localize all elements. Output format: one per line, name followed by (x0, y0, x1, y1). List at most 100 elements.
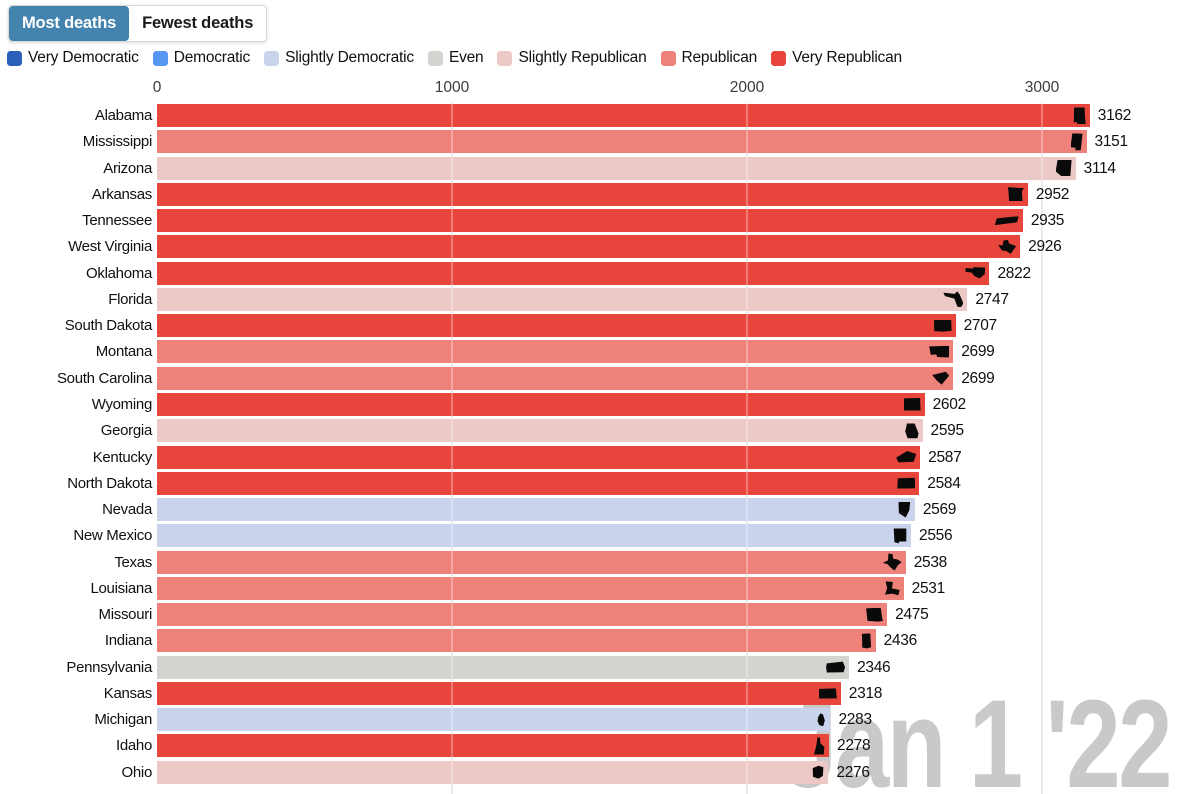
bar-georgia[interactable] (157, 419, 923, 443)
state-label: Oklahoma (86, 264, 152, 282)
bar-west-virginia[interactable] (157, 235, 1021, 259)
bar-arizona[interactable] (157, 156, 1076, 180)
south-dakota-silhouette-icon (933, 319, 952, 332)
bar-louisiana[interactable] (157, 576, 904, 600)
legend-color-swatch (427, 50, 443, 66)
x-axis-tick-0: 0 (152, 79, 162, 96)
state-label: Florida (108, 290, 152, 308)
bar-south-carolina[interactable] (157, 366, 954, 390)
bar-wyoming[interactable] (157, 392, 925, 416)
tab-fewest-deaths[interactable]: Fewest deaths (129, 6, 267, 41)
state-label: Missouri (98, 606, 153, 624)
value-label: 2278 (837, 737, 871, 755)
south-carolina-silhouette-icon (932, 371, 950, 385)
value-label: 2602 (932, 395, 967, 413)
chart-row-louisiana: Louisiana 2531 (0, 576, 1200, 600)
state-label: Kansas (103, 684, 153, 702)
bar-kansas[interactable] (157, 681, 841, 705)
chart-row-nevada: Nevada 2569 (0, 498, 1200, 522)
value-label: 2747 (975, 290, 1009, 308)
value-label: 2584 (927, 474, 961, 492)
gridline-overlay-1000 (451, 103, 453, 794)
x-axis-tick-3000: 3000 (1024, 79, 1060, 96)
legend-color-swatch (660, 50, 676, 66)
bar-indiana[interactable] (157, 629, 876, 653)
value-label: 2935 (1030, 212, 1065, 230)
indiana-silhouette-icon (861, 633, 872, 649)
bar-missouri[interactable] (157, 603, 888, 627)
bar-mississippi[interactable] (157, 130, 1087, 154)
date-watermark: Jan 1 '22 (783, 675, 1172, 794)
north-dakota-silhouette-icon (897, 477, 916, 489)
bar-texas[interactable] (157, 550, 906, 574)
state-label: Michigan (94, 711, 152, 729)
bar-south-dakota[interactable] (157, 314, 956, 338)
pennsylvania-silhouette-icon (826, 661, 846, 673)
value-label: 2283 (838, 711, 872, 729)
value-label: 2531 (911, 579, 946, 597)
kentucky-silhouette-icon (896, 451, 917, 463)
value-label: 2538 (913, 553, 948, 571)
legend-item-very-republican[interactable]: Very Republican (771, 49, 902, 67)
new-mexico-silhouette-icon (893, 528, 907, 544)
legend-color-swatch (264, 50, 280, 66)
value-label: 2569 (922, 501, 957, 519)
chart-row-texas: Texas 2538 (0, 550, 1200, 574)
legend-item-democratic[interactable]: Democratic (152, 49, 250, 67)
chart-row-south-dakota: South Dakota 2707 (0, 314, 1200, 338)
state-label: Montana (95, 343, 153, 361)
bar-nevada[interactable] (157, 498, 915, 522)
montana-silhouette-icon (929, 345, 950, 358)
value-label: 3151 (1094, 133, 1129, 151)
value-label: 2699 (961, 343, 995, 361)
bar-ohio[interactable] (157, 760, 829, 784)
state-label: Kentucky (92, 448, 153, 466)
value-label: 2952 (1035, 185, 1070, 203)
chart-row-wyoming: Wyoming 2602 (0, 392, 1200, 416)
bar-michigan[interactable] (157, 708, 831, 732)
bar-north-dakota[interactable] (157, 471, 920, 495)
bar-montana[interactable] (157, 340, 954, 364)
chart-row-arkansas: Arkansas 2952 (0, 182, 1200, 206)
legend-item-label: Slightly Democratic (285, 49, 414, 66)
bar-oklahoma[interactable] (157, 261, 990, 285)
value-label: 2587 (928, 448, 962, 466)
chart-row-south-carolina: South Carolina 2699 (0, 366, 1200, 390)
ohio-silhouette-icon (812, 765, 824, 779)
legend-item-slightly-democratic[interactable]: Slightly Democratic (264, 49, 414, 67)
chart-row-ohio: Ohio 2276 (0, 760, 1200, 784)
legend-item-very-democratic[interactable]: Very Democratic (7, 49, 139, 67)
bar-kentucky[interactable] (157, 445, 921, 469)
louisiana-silhouette-icon (884, 581, 900, 596)
legend-item-republican[interactable]: Republican (660, 49, 757, 67)
value-label: 2475 (895, 606, 929, 624)
legend-item-label: Even (448, 49, 484, 66)
state-label: Nevada (102, 501, 152, 519)
bar-arkansas[interactable] (157, 182, 1028, 206)
state-label: Arkansas (91, 185, 152, 203)
value-label: 2436 (883, 632, 918, 650)
chart-row-arizona: Arizona 3114 (0, 156, 1200, 180)
bar-new-mexico[interactable] (157, 524, 912, 548)
bar-idaho[interactable] (157, 734, 829, 758)
bar-pennsylvania[interactable] (157, 655, 850, 679)
bar-alabama[interactable] (157, 104, 1090, 127)
state-label: Mississippi (82, 133, 153, 151)
state-label: Texas (114, 553, 152, 571)
chart-row-new-mexico: New Mexico 2556 (0, 524, 1200, 548)
bar-tennessee[interactable] (157, 209, 1023, 233)
legend-item-slightly-republican[interactable]: Slightly Republican (497, 49, 647, 67)
chart-row-tennessee: Tennessee 2935 (0, 209, 1200, 233)
tab-most-deaths[interactable]: Most deaths (9, 6, 130, 41)
bar-florida[interactable] (157, 287, 968, 311)
legend: Very Democratic Democratic Slightly Democr… (7, 49, 902, 67)
legend-item-even[interactable]: Even (427, 49, 484, 67)
legend-color-swatch (152, 50, 168, 66)
state-label: Louisiana (90, 579, 152, 597)
value-label: 2699 (961, 369, 995, 387)
value-label: 3114 (1083, 159, 1116, 177)
nevada-silhouette-icon (898, 501, 911, 518)
view-tabs: Most deaths Fewest deaths (8, 5, 268, 42)
value-label: 2822 (997, 264, 1031, 282)
west-virginia-silhouette-icon (998, 239, 1017, 254)
